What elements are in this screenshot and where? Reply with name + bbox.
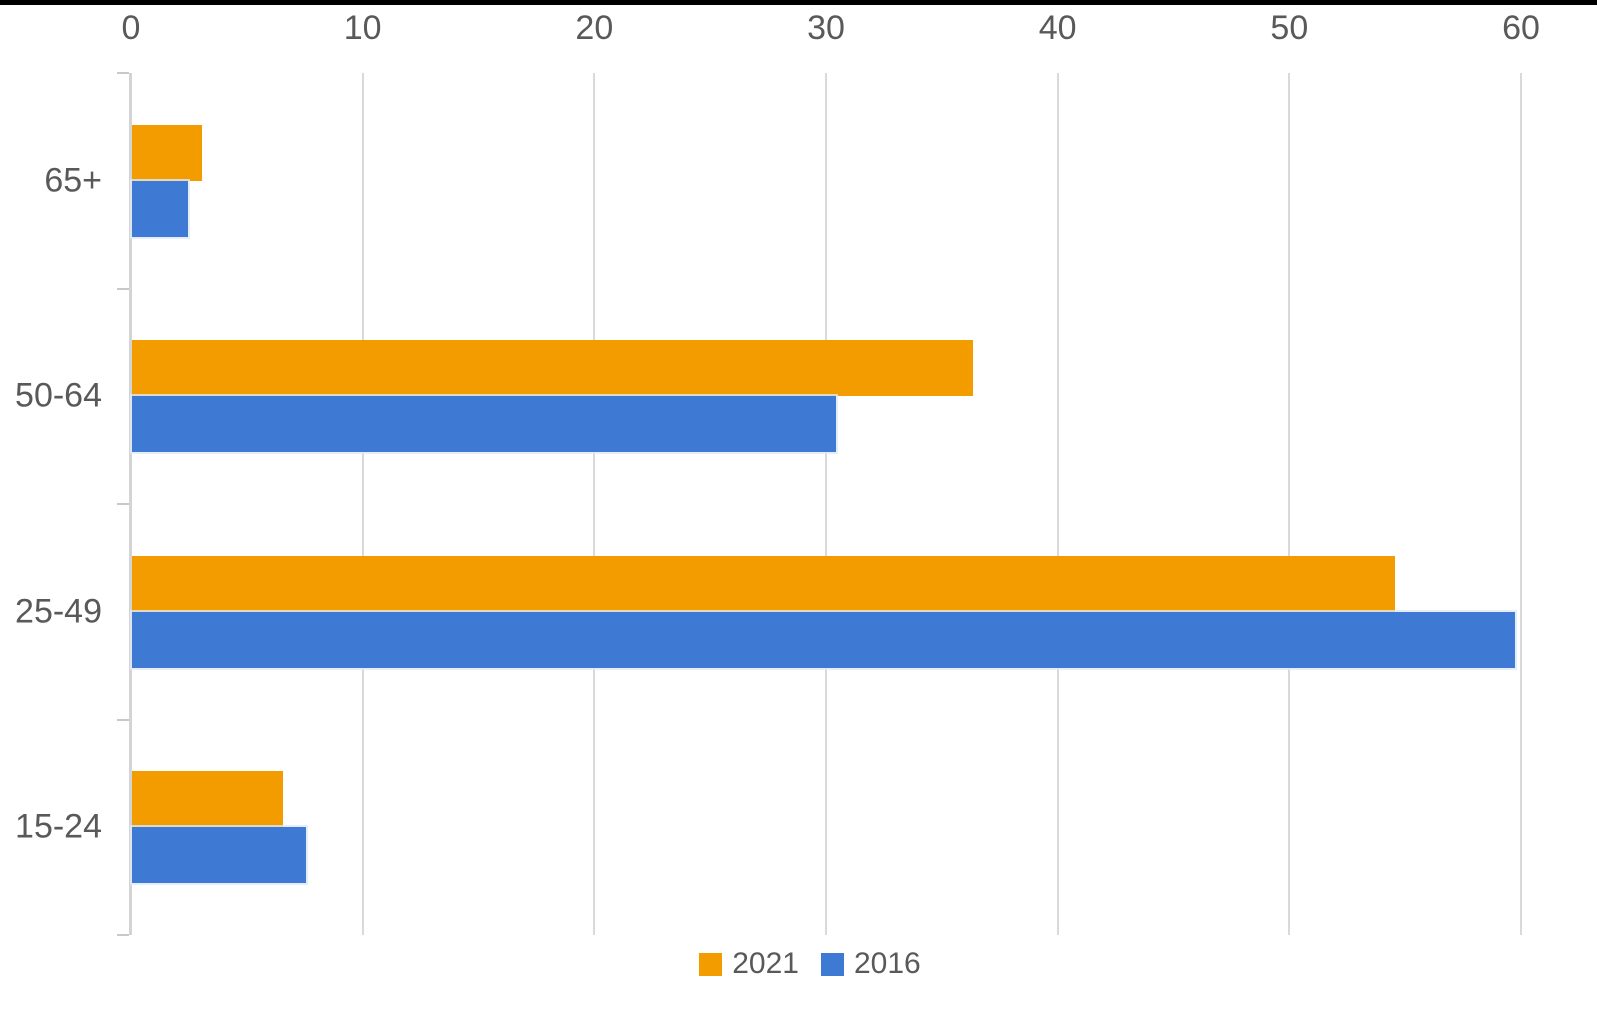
legend-entry-2016[interactable]: 2016 <box>821 947 921 981</box>
y-axis-tick <box>117 934 129 936</box>
y-category-label-50-64: 50-64 <box>15 376 102 415</box>
y-category-label-65+: 65+ <box>44 161 102 200</box>
bar-2016-50-64[interactable] <box>132 396 836 453</box>
x-tick-label-40: 40 <box>1038 9 1077 47</box>
bar-2021-25-49[interactable] <box>132 555 1395 612</box>
y-category-label-25-49: 25-49 <box>15 592 102 631</box>
gridline-10 <box>361 73 364 935</box>
y-axis-tick <box>117 718 129 721</box>
gridline-30 <box>825 73 827 935</box>
y-axis-tick <box>117 287 129 290</box>
y-axis-line <box>129 73 132 935</box>
bar-2021-65+[interactable] <box>132 124 202 181</box>
legend-swatch-2021 <box>699 952 723 976</box>
bar-2016-65+[interactable] <box>132 180 188 237</box>
y-category-label-15-24: 15-24 <box>15 807 102 846</box>
legend-label-2016: 2016 <box>854 947 921 980</box>
legend-swatch-2016 <box>821 952 844 976</box>
x-tick-label-60: 60 <box>1502 9 1540 47</box>
y-axis-tick <box>117 72 129 74</box>
bar-2016-15-24[interactable] <box>132 827 306 884</box>
bar-2016-25-49[interactable] <box>132 611 1515 668</box>
legend-entry-2021[interactable]: 2021 <box>699 947 799 981</box>
gridline-50 <box>1288 73 1291 935</box>
x-tick-label-30: 30 <box>807 9 845 47</box>
bar-2021-15-24[interactable] <box>132 771 283 828</box>
bar-2021-50-64[interactable] <box>132 340 973 397</box>
x-tick-label-50: 50 <box>1270 9 1309 47</box>
gridline-20 <box>593 73 596 935</box>
legend-label-2021: 2021 <box>732 947 799 980</box>
x-tick-label-20: 20 <box>575 9 614 47</box>
legend: 2021 2016 <box>115 942 1505 986</box>
screenshot-top-edge <box>0 0 1597 5</box>
x-tick-label-10: 10 <box>343 9 382 47</box>
x-tick-label-0: 0 <box>121 9 141 47</box>
gridline-60 <box>1520 73 1522 935</box>
y-axis-tick <box>117 503 129 505</box>
gridline-40 <box>1056 73 1059 935</box>
